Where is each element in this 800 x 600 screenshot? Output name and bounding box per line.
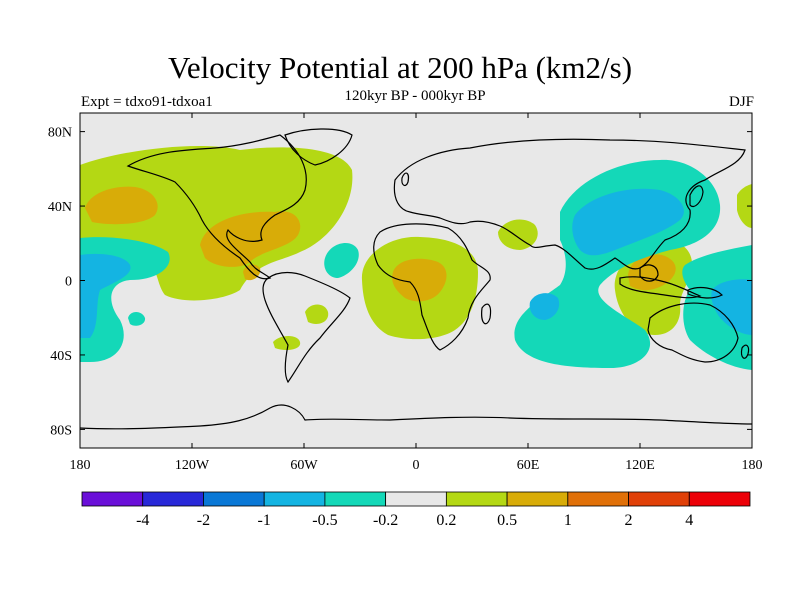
colorbar-swatch xyxy=(142,491,204,507)
coastline-japan xyxy=(689,185,704,208)
coastline-antarctica xyxy=(80,404,752,430)
contour-fields xyxy=(80,145,752,370)
contour-positive-south-america-patch xyxy=(305,304,329,324)
colorbar-label: 0.5 xyxy=(497,512,517,529)
colorbar-label: -2 xyxy=(197,512,210,529)
colorbar-label: 0.2 xyxy=(436,512,456,529)
coastline-south-america xyxy=(262,271,351,384)
lon-tick-label: 180 xyxy=(742,458,763,473)
lat-tick-label: 0 xyxy=(65,275,72,290)
axis-ticks: 80N 40N 0 40S 80S 180 120W 60W 0 60E 120E 180 xyxy=(48,113,763,473)
colorbar-label: -4 xyxy=(136,512,149,529)
contour-negative-east-pacific-cyan xyxy=(80,253,131,338)
coastline-eurasia xyxy=(393,138,746,270)
colorbar-swatch xyxy=(445,491,508,507)
lat-tick-label: 80N xyxy=(48,126,72,141)
coastline-indonesia xyxy=(619,276,702,299)
lon-tick-label: 60W xyxy=(290,458,318,473)
coastline-british-isles xyxy=(401,172,410,187)
contour-positive-north-atlantic-gold xyxy=(200,211,301,267)
coastline-new-zealand xyxy=(740,344,750,359)
colorbar-label: 2 xyxy=(625,512,633,529)
colorbar-swatch xyxy=(263,491,326,507)
map-title: Velocity Potential at 200 hPa (km2/s) xyxy=(167,50,633,85)
colorbar-swatch xyxy=(567,491,629,507)
contour-negative-asia-cyan xyxy=(572,188,684,256)
colorbar-swatch xyxy=(324,491,387,507)
contour-negative-south-pacific-patch xyxy=(128,312,146,326)
colorbar-label: 1 xyxy=(564,512,572,529)
lon-tick-label: 180 xyxy=(70,458,91,473)
experiment-label: Expt = tdxo91-tdxoa1 xyxy=(81,94,213,110)
colorbar-swatch xyxy=(203,491,265,507)
colorbar-label: 4 xyxy=(685,512,693,529)
colorbar-swatch xyxy=(385,491,447,507)
contour-negative-atlantic-patch xyxy=(324,243,359,278)
lat-tick-label: 40S xyxy=(50,349,72,364)
coastline-africa xyxy=(373,223,491,351)
colorbar-swatch xyxy=(81,491,144,507)
colorbar-swatch xyxy=(506,491,569,507)
colorbar-label: -0.5 xyxy=(312,512,337,529)
season-label: DJF xyxy=(728,94,754,110)
contour-positive-africa-gold xyxy=(392,258,447,302)
lon-tick-label: 120E xyxy=(625,458,655,473)
lon-tick-label: 60E xyxy=(517,458,540,473)
coastline-new-guinea xyxy=(687,286,724,299)
coastline-australia xyxy=(647,302,739,363)
contour-negative-indian-ocean-cyan xyxy=(529,293,560,320)
colorbar-label: -0.2 xyxy=(373,512,398,529)
map-subtitle: 120kyr BP - 000kyr BP xyxy=(344,88,486,104)
lat-tick-label: 40N xyxy=(48,200,72,215)
coastline-borneo xyxy=(639,264,659,282)
colorbar: -4 -2 -1 -0.5 -0.2 0.2 0.5 1 2 4 xyxy=(81,491,751,529)
contour-negative-west-pacific-cyan xyxy=(711,279,752,335)
coastlines xyxy=(80,128,752,430)
coastline-greenland xyxy=(284,128,353,166)
lon-tick-label: 120W xyxy=(175,458,210,473)
lon-tick-label: 0 xyxy=(413,458,420,473)
colorbar-label: -1 xyxy=(258,512,271,529)
contour-positive-east-edge xyxy=(737,184,752,228)
coastline-north-america xyxy=(126,134,307,280)
colorbar-swatch xyxy=(628,491,690,507)
contour-positive-pacific-gold xyxy=(85,186,158,225)
lat-tick-label: 80S xyxy=(50,423,72,438)
coastline-madagascar xyxy=(481,303,492,325)
contour-positive-arabia xyxy=(498,219,538,250)
colorbar-swatch xyxy=(688,491,751,507)
